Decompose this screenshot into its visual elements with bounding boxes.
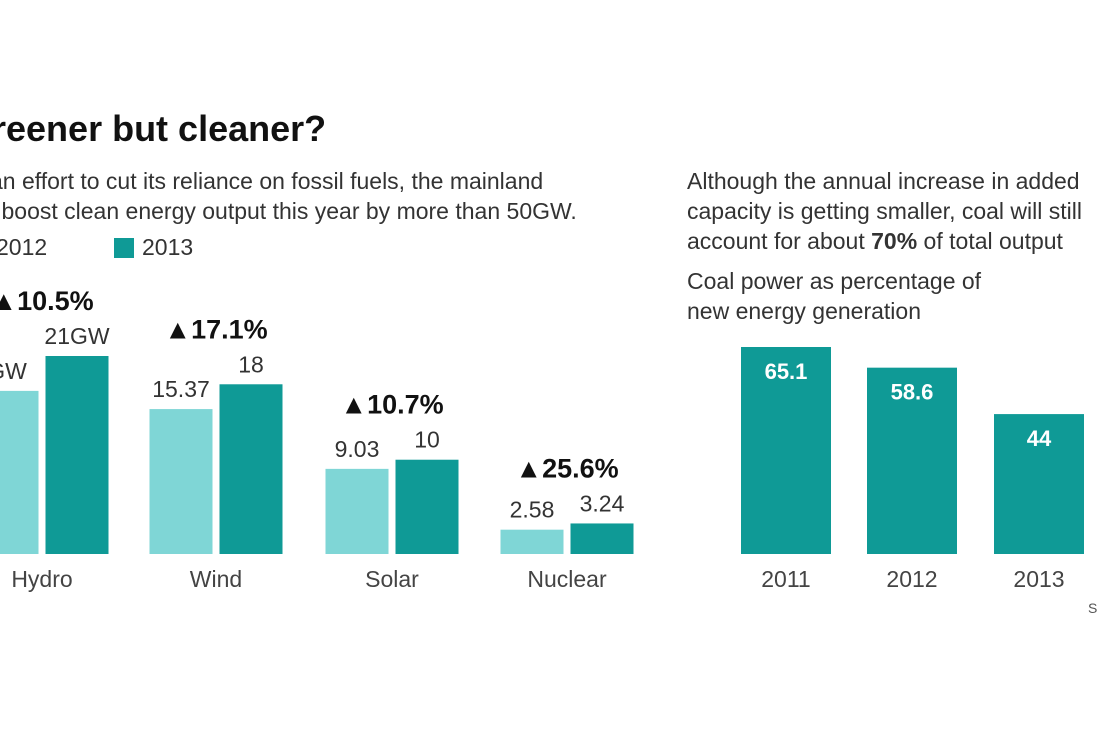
value-label-nuclear-2012: 2.58 (510, 497, 555, 523)
right-line-3-post: of total output (917, 228, 1063, 254)
category-label-wind: Wind (190, 566, 242, 592)
energy-capacity-chart: GW 21GW ▲10.5% Hydro 15.37 18 ▲17.1% Wind 9.03 10… (0, 286, 634, 592)
category-label-hydro: Hydro (11, 566, 72, 592)
intro-line-2: l boost clean energy output this year by… (0, 198, 577, 224)
bar-solar-2013 (395, 459, 459, 554)
coal-percentage-chart: 65.1 2011 58.6 2012 44 2013 (741, 347, 1084, 592)
value-label-solar-2012: 9.03 (335, 436, 380, 462)
coal-value-2012: 58.6 (891, 380, 934, 405)
intro-text: an effort to cut its reliance on fossil … (0, 166, 630, 226)
right-line-1: Although the annual increase in added (687, 168, 1080, 194)
right-chart-subtitle: Coal power as percentage of new energy g… (687, 266, 1098, 326)
change-label-solar: ▲10.7% (340, 390, 443, 420)
value-label-hydro-2013: 21GW (44, 323, 109, 349)
bar-nuclear-2012 (500, 529, 564, 554)
legend-label-2013: 2013 (142, 234, 194, 260)
value-label-nuclear-2013: 3.24 (580, 490, 625, 516)
right-sub-line-1: Coal power as percentage of (687, 268, 982, 294)
legend-swatch-2013 (114, 237, 134, 258)
coal-value-2011: 65.1 (765, 359, 808, 384)
value-label-wind-2013: 18 (238, 351, 264, 377)
legend-label-2012: 2012 (0, 234, 48, 260)
value-label-wind-2012: 15.37 (152, 376, 210, 402)
legend-item-2012: 2012 (0, 234, 47, 261)
intro-line-1: an effort to cut its reliance on fossil … (0, 168, 544, 194)
category-label-nuclear: Nuclear (527, 566, 607, 592)
bar-wind-2013 (219, 384, 283, 554)
change-label-wind: ▲17.1% (164, 314, 267, 344)
coal-bar-2011 (741, 347, 831, 554)
legend-item-2013: 2013 (114, 234, 193, 261)
value-label-hydro-2012: GW (0, 358, 27, 384)
coal-bar-2012 (867, 367, 957, 554)
category-label-solar: Solar (365, 566, 419, 592)
right-sub-line-2: new energy generation (687, 298, 921, 324)
bar-hydro-2012 (0, 390, 39, 554)
change-label-hydro: ▲10.5% (0, 286, 94, 316)
bar-solar-2012 (325, 468, 389, 554)
coal-bar-2013 (994, 414, 1084, 554)
right-line-3: account for about 70% of total output (687, 226, 1098, 256)
source-note: S (1088, 600, 1098, 616)
value-label-solar-2013: 10 (414, 427, 440, 453)
right-line-3-bold: 70% (871, 228, 918, 254)
right-line-2: capacity is getting smaller, coal will s… (687, 198, 1082, 224)
coal-year-label-2011: 2011 (761, 566, 810, 592)
bar-nuclear-2013 (570, 523, 634, 554)
right-line-3-pre: account for about (687, 228, 872, 254)
change-label-nuclear: ▲25.6% (515, 453, 618, 483)
coal-year-label-2012: 2012 (886, 566, 937, 592)
bar-wind-2012 (149, 409, 213, 554)
chart-title: reener but cleaner? (0, 108, 327, 149)
bar-hydro-2013 (45, 356, 109, 554)
coal-value-2013: 44 (1027, 426, 1052, 451)
coal-year-label-2013: 2013 (1013, 566, 1064, 592)
right-description: Although the annual increase in added ca… (687, 166, 1098, 256)
